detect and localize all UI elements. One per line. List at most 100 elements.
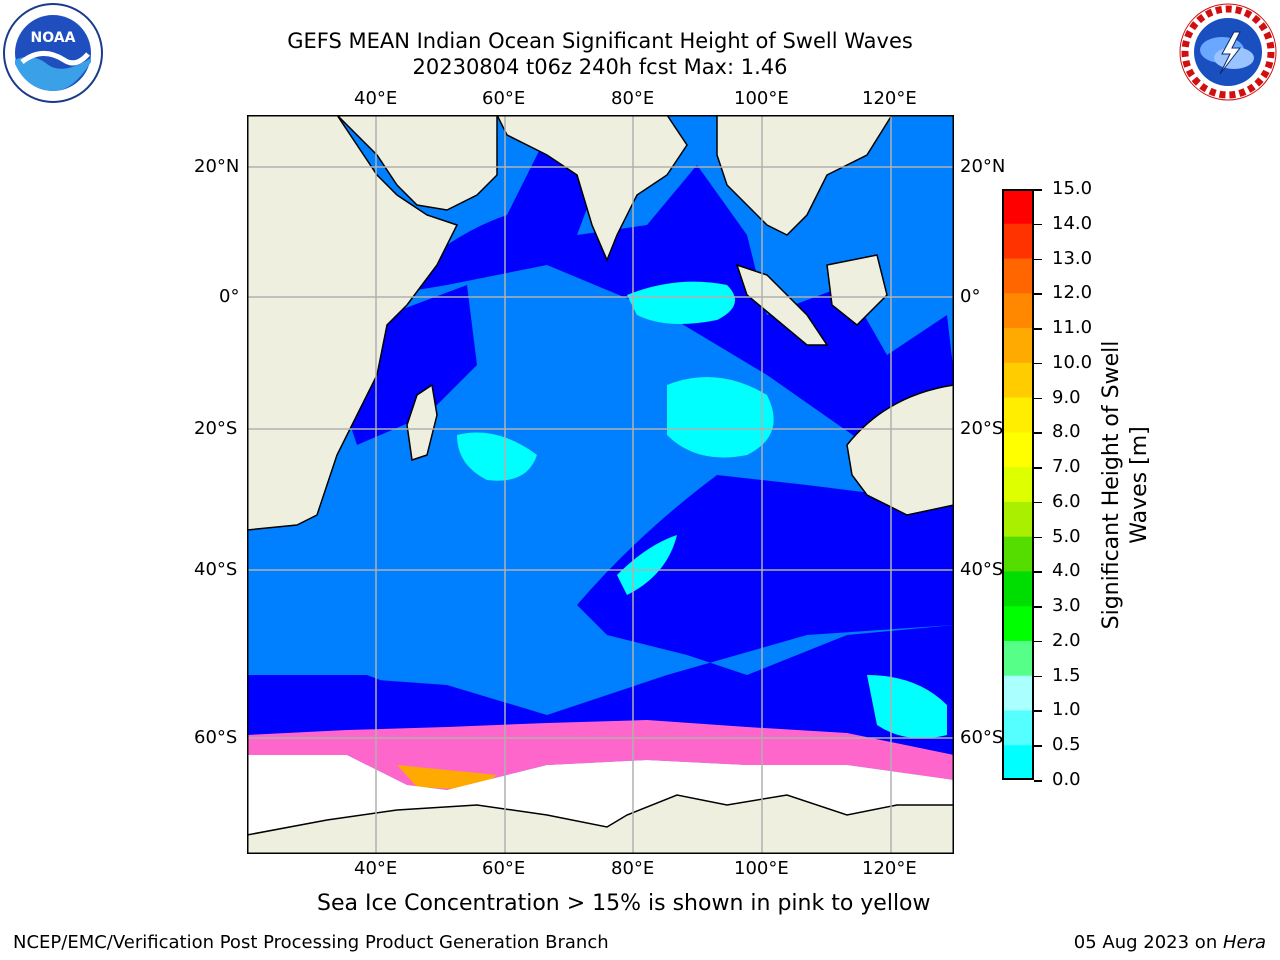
lat-tick-left: 60°S (194, 727, 238, 748)
lat-tick-right: 40°S (960, 559, 1004, 580)
chart-title-line1: GEFS MEAN Indian Ocean Significant Heigh… (287, 29, 913, 53)
colorbar-segment (1002, 675, 1034, 711)
lon-tick-bottom: 40°E (354, 858, 398, 879)
lon-tick-bottom: 100°E (734, 858, 789, 879)
land-arabia (335, 114, 498, 211)
colorbar-tick-mark (1034, 189, 1042, 191)
colorbar-tick-label: 6.0 (1052, 490, 1081, 512)
land-southeast-asia (716, 114, 894, 236)
map-panel (246, 114, 955, 855)
colorbar-label-line1: Significant Height of Swell (1099, 340, 1124, 630)
colorbar-tick-mark (1034, 397, 1042, 400)
colorbar-tick-label: 2.0 (1052, 629, 1081, 651)
colorbar-tick-label: 11.0 (1052, 317, 1093, 339)
colorbar-tick-mark (1034, 223, 1042, 226)
colorbar-segment (1002, 571, 1034, 607)
map-svg (246, 114, 955, 855)
colorbar-tick-label: 13.0 (1052, 247, 1093, 269)
lat-tick-left: 20°S (194, 418, 238, 439)
colorbar-tick-mark (1034, 640, 1042, 643)
colorbar-tick-mark (1034, 710, 1042, 712)
noaa-logo-text: NOAA (31, 30, 76, 46)
colorbar-tick-label: 5.0 (1052, 525, 1081, 547)
ocean-swell-0-0.5-north (387, 135, 954, 535)
sea-ice-caption: Sea Ice Concentration > 15% is shown in … (317, 891, 931, 916)
colorbar-tick-mark (1034, 501, 1042, 504)
colorbar-tick-mark (1034, 536, 1042, 539)
lon-tick-top: 100°E (734, 88, 789, 109)
colorbar-tick-label: 12.0 (1052, 282, 1093, 304)
graticule (247, 115, 954, 854)
colorbar-tick-label: 9.0 (1052, 386, 1081, 408)
colorbar-segment (1002, 640, 1034, 677)
noaa-logo: NOAA (2, 2, 104, 104)
lat-tick-right: 20°S (960, 418, 1004, 439)
ocean-swell-1.0-1.5 (627, 281, 735, 324)
colorbar-segment (1002, 710, 1034, 746)
footer-host: Hera (1222, 932, 1266, 953)
colorbar-tick-mark (1034, 780, 1042, 782)
colorbar-tick-mark (1034, 362, 1042, 365)
lat-tick-left: 20°N (194, 156, 240, 177)
colorbar-tick-label: 8.0 (1052, 421, 1081, 443)
colorbar-tick-label: 4.0 (1052, 560, 1081, 582)
colorbar-tick-mark (1034, 258, 1042, 261)
colorbar (1002, 189, 1034, 781)
chart-title-line2: 20230804 t06z 240h fcst Max: 1.46 (412, 55, 788, 79)
footer-date: 05 Aug 2023 on Hera (1074, 932, 1266, 953)
colorbar-segment (1002, 258, 1034, 294)
lat-tick-right: 0° (960, 286, 981, 307)
colorbar-tick-label: 1.0 (1052, 699, 1081, 721)
footer-date-text: 05 Aug 2023 on (1073, 932, 1223, 953)
colorbar-segment (1002, 536, 1034, 572)
colorbar-tick-mark (1034, 606, 1042, 608)
lat-tick-right: 20°N (960, 156, 1006, 177)
lon-tick-top: 60°E (482, 88, 526, 109)
colorbar-tick-label: 15.0 (1052, 178, 1093, 199)
land-madagascar (406, 383, 438, 461)
colorbar-tick-label: 14.0 (1052, 212, 1093, 234)
footer-credit: NCEP/EMC/Verification Post Processing Pr… (13, 932, 609, 953)
colorbar-tick-mark (1034, 328, 1042, 330)
land-borneo (826, 254, 888, 327)
lon-tick-bottom: 80°E (611, 858, 655, 879)
lat-tick-right: 60°S (960, 727, 1004, 748)
colorbar-tick-label: 7.0 (1052, 456, 1081, 478)
land-africa (246, 114, 459, 531)
colorbar-segment (1002, 467, 1034, 503)
colorbar-tick-label: 0.5 (1052, 734, 1081, 756)
colorbar-tick-mark (1034, 293, 1042, 295)
ocean-swell-0-0.5-south (247, 475, 954, 735)
lon-tick-top: 120°E (862, 88, 917, 109)
lat-tick-left: 0° (219, 286, 240, 307)
colorbar-label-line2: Waves [m] (1127, 426, 1152, 544)
colorbar-tick-mark (1034, 745, 1042, 747)
colorbar-segment (1002, 223, 1034, 260)
colorbar-tick-mark (1034, 467, 1042, 469)
lon-tick-bottom: 60°E (482, 858, 526, 879)
colorbar-tick-mark (1034, 432, 1042, 434)
colorbar-tick-label: 1.5 (1052, 664, 1081, 686)
colorbar-tick-label: 10.0 (1052, 351, 1093, 373)
colorbar-segment (1002, 432, 1034, 468)
colorbar-segment (1002, 606, 1034, 642)
colorbar-segment (1002, 293, 1034, 329)
colorbar-segment (1002, 501, 1034, 538)
colorbar-tick-mark (1034, 675, 1042, 678)
colorbar-tick-label: 0.0 (1052, 769, 1081, 790)
colorbar-label: Significant Height of Swell Waves [m] (1098, 285, 1158, 685)
colorbar-tick-label: 3.0 (1052, 595, 1081, 617)
lat-tick-left: 40°S (194, 559, 238, 580)
colorbar-segment (1002, 328, 1034, 364)
colorbar-tick-mark (1034, 571, 1042, 573)
nws-logo (1178, 2, 1278, 102)
colorbar-segment (1002, 745, 1034, 781)
land-sumatra (735, 263, 829, 346)
lon-tick-top: 40°E (354, 88, 398, 109)
land-india (495, 114, 688, 262)
lon-tick-top: 80°E (611, 88, 655, 109)
colorbar-segment (1002, 362, 1034, 399)
colorbar-segment (1002, 397, 1034, 433)
colorbar-segment (1002, 189, 1034, 225)
lon-tick-bottom: 120°E (862, 858, 917, 879)
